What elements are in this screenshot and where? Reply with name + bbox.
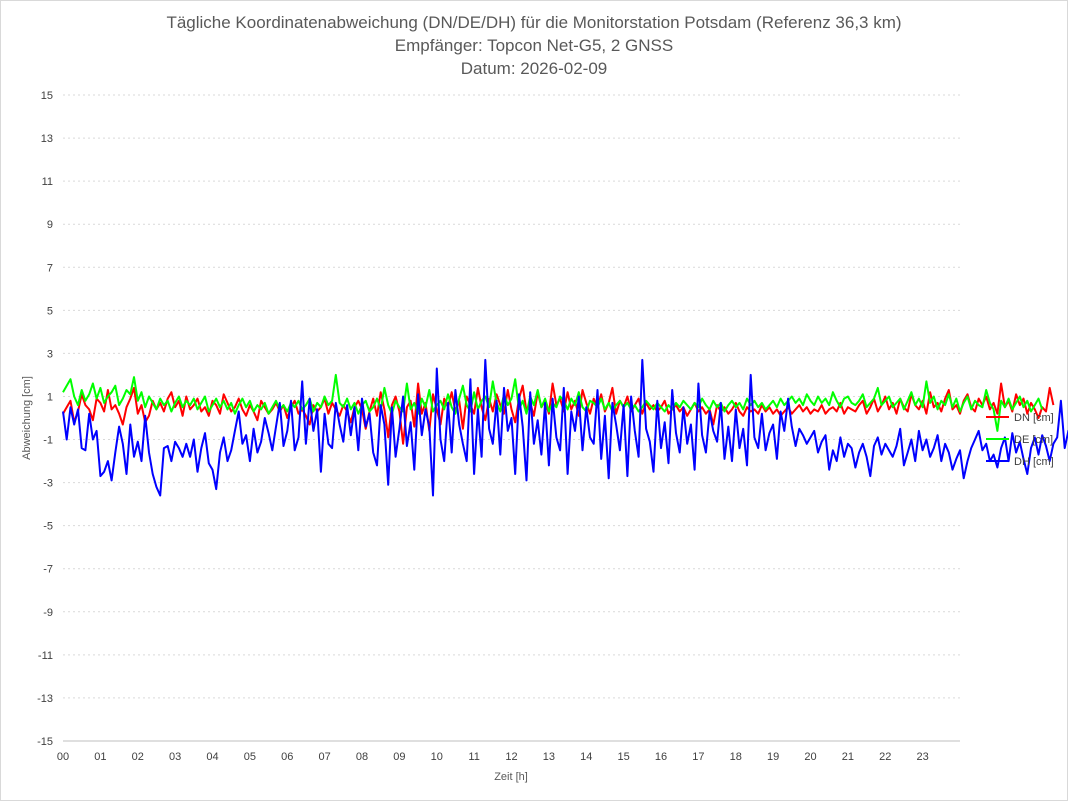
y-tick-label: -9 — [43, 607, 53, 619]
legend: DN [cm] DE [cm] DH [cm] — [986, 412, 1054, 468]
x-tick-label: 06 — [281, 751, 293, 763]
x-tick-label: 18 — [730, 751, 742, 763]
x-tick-label: 03 — [169, 751, 181, 763]
x-axis-label: Zeit [h] — [494, 771, 528, 783]
chart-date: Datum: 2026-02-09 — [461, 59, 607, 78]
x-tick-label: 09 — [393, 751, 405, 763]
x-tick-label: 21 — [842, 751, 854, 763]
y-tick-label: -15 — [37, 736, 53, 748]
x-tick-label: 08 — [356, 751, 368, 763]
x-tick-label: 02 — [132, 751, 144, 763]
series-lines — [62, 358, 1068, 497]
y-axis-ticks: 15 13 11 9 7 5 3 1 -1 -3 -5 -7 -9 -11 -13 -15 — [37, 90, 53, 748]
y-tick-label: 9 — [47, 219, 53, 231]
x-tick-label: 00 — [57, 751, 69, 763]
x-tick-label: 23 — [917, 751, 929, 763]
y-tick-label: 5 — [47, 305, 53, 317]
x-tick-label: 07 — [319, 751, 331, 763]
y-axis-label: Abweichung [cm] — [21, 376, 33, 460]
y-tick-label: -11 — [38, 650, 53, 662]
x-tick-label: 12 — [505, 751, 517, 763]
series-line-dh — [62, 358, 1068, 497]
x-tick-label: 10 — [431, 751, 443, 763]
x-tick-label: 04 — [206, 751, 218, 763]
x-tick-label: 01 — [94, 751, 106, 763]
x-axis-ticks: 00 01 02 03 04 05 06 07 08 09 10 11 12 13 14 15 16 17 18 19… — [57, 751, 929, 763]
y-tick-label: 15 — [41, 90, 53, 102]
y-tick-label: 1 — [47, 391, 53, 403]
x-tick-label: 13 — [543, 751, 555, 763]
legend-label: DH [cm] — [1014, 456, 1054, 468]
x-tick-label: 05 — [244, 751, 256, 763]
y-tick-label: 13 — [41, 133, 53, 145]
x-tick-label: 22 — [879, 751, 891, 763]
y-tick-label: 7 — [47, 262, 53, 274]
y-tick-label: -7 — [43, 564, 53, 576]
chart-title: Tägliche Koordinatenabweichung (DN/DE/DH… — [166, 13, 901, 32]
series-line-dn — [62, 382, 1055, 445]
x-tick-label: 17 — [692, 751, 704, 763]
y-tick-label: -13 — [37, 693, 53, 705]
x-tick-label: 16 — [655, 751, 667, 763]
y-tick-label: -1 — [43, 435, 53, 447]
legend-label: DE [cm] — [1014, 434, 1053, 446]
chart-subtitle: Empfänger: Topcon Net-G5, 2 GNSS — [395, 36, 673, 55]
x-tick-label: 19 — [767, 751, 779, 763]
x-tick-label: 15 — [618, 751, 630, 763]
y-tick-label: -3 — [43, 478, 53, 490]
legend-label: DN [cm] — [1014, 412, 1054, 424]
x-tick-label: 11 — [468, 751, 479, 763]
y-tick-label: -5 — [43, 521, 53, 533]
x-tick-label: 20 — [804, 751, 816, 763]
x-tick-label: 14 — [580, 751, 592, 763]
y-tick-label: 3 — [47, 348, 53, 360]
y-tick-label: 11 — [42, 176, 53, 188]
